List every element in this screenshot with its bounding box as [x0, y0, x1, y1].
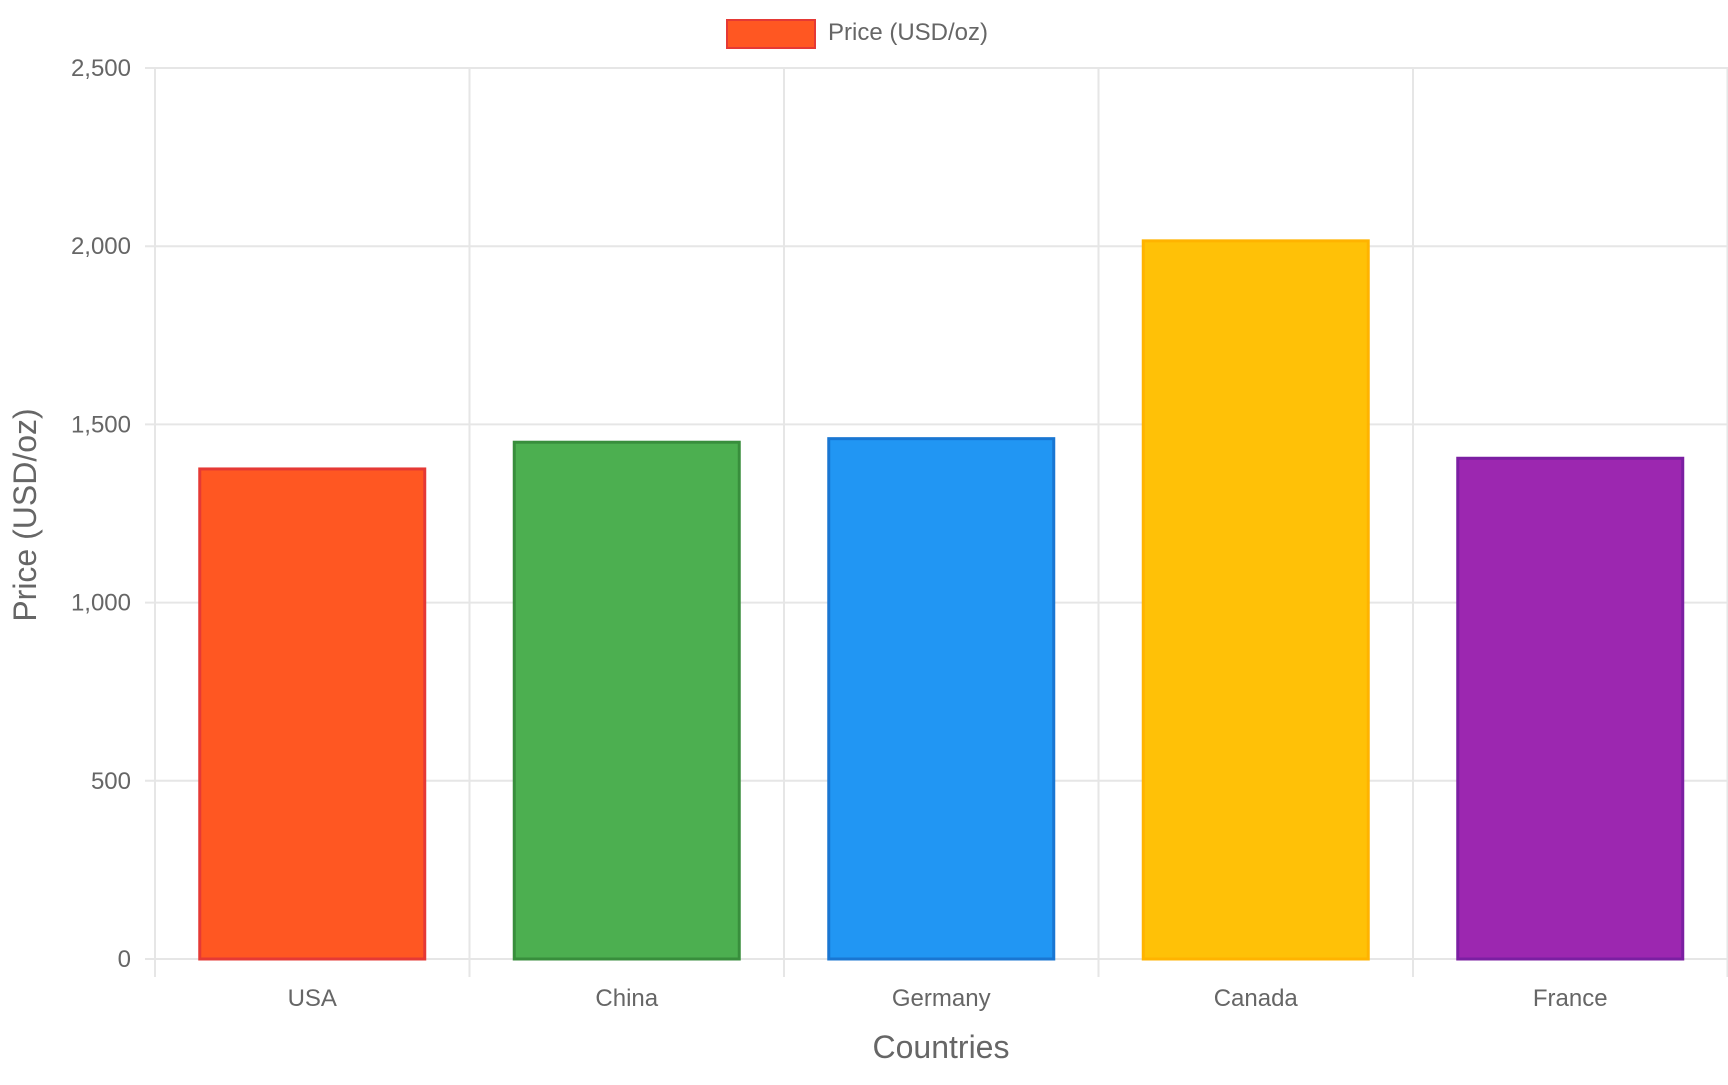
x-tick-label: Canada — [1214, 985, 1299, 1012]
x-axis-ticks: USA China Germany Canada France — [288, 985, 1608, 1012]
x-tick-label: USA — [288, 985, 337, 1012]
bar-usa[interactable] — [198, 467, 427, 961]
x-axis-title: Countries — [873, 1029, 1010, 1065]
x-tick-label: France — [1533, 985, 1608, 1012]
y-axis-ticks: 0 500 1,000 1,500 2,000 2,500 — [71, 55, 131, 973]
y-tick-label: 0 — [118, 946, 131, 973]
y-tick-label: 500 — [91, 768, 131, 795]
x-tick-label: Germany — [892, 985, 991, 1012]
bars-layer — [198, 239, 1685, 961]
y-axis-title: Price (USD/oz) — [7, 408, 43, 621]
y-tick-label: 2,000 — [71, 233, 131, 260]
bar-china[interactable] — [512, 440, 741, 961]
legend-label[interactable]: Price (USD/oz) — [828, 19, 988, 46]
x-tick-label: China — [595, 985, 658, 1012]
y-tick-label: 1,000 — [71, 590, 131, 617]
legend-swatch[interactable] — [726, 19, 816, 49]
bar-canada[interactable] — [1141, 239, 1370, 961]
y-tick-label: 1,500 — [71, 411, 131, 438]
legend[interactable]: Price (USD/oz) — [726, 19, 988, 49]
bar-germany[interactable] — [827, 437, 1056, 961]
y-tick-label: 2,500 — [71, 55, 131, 82]
bar-france[interactable] — [1456, 456, 1685, 961]
